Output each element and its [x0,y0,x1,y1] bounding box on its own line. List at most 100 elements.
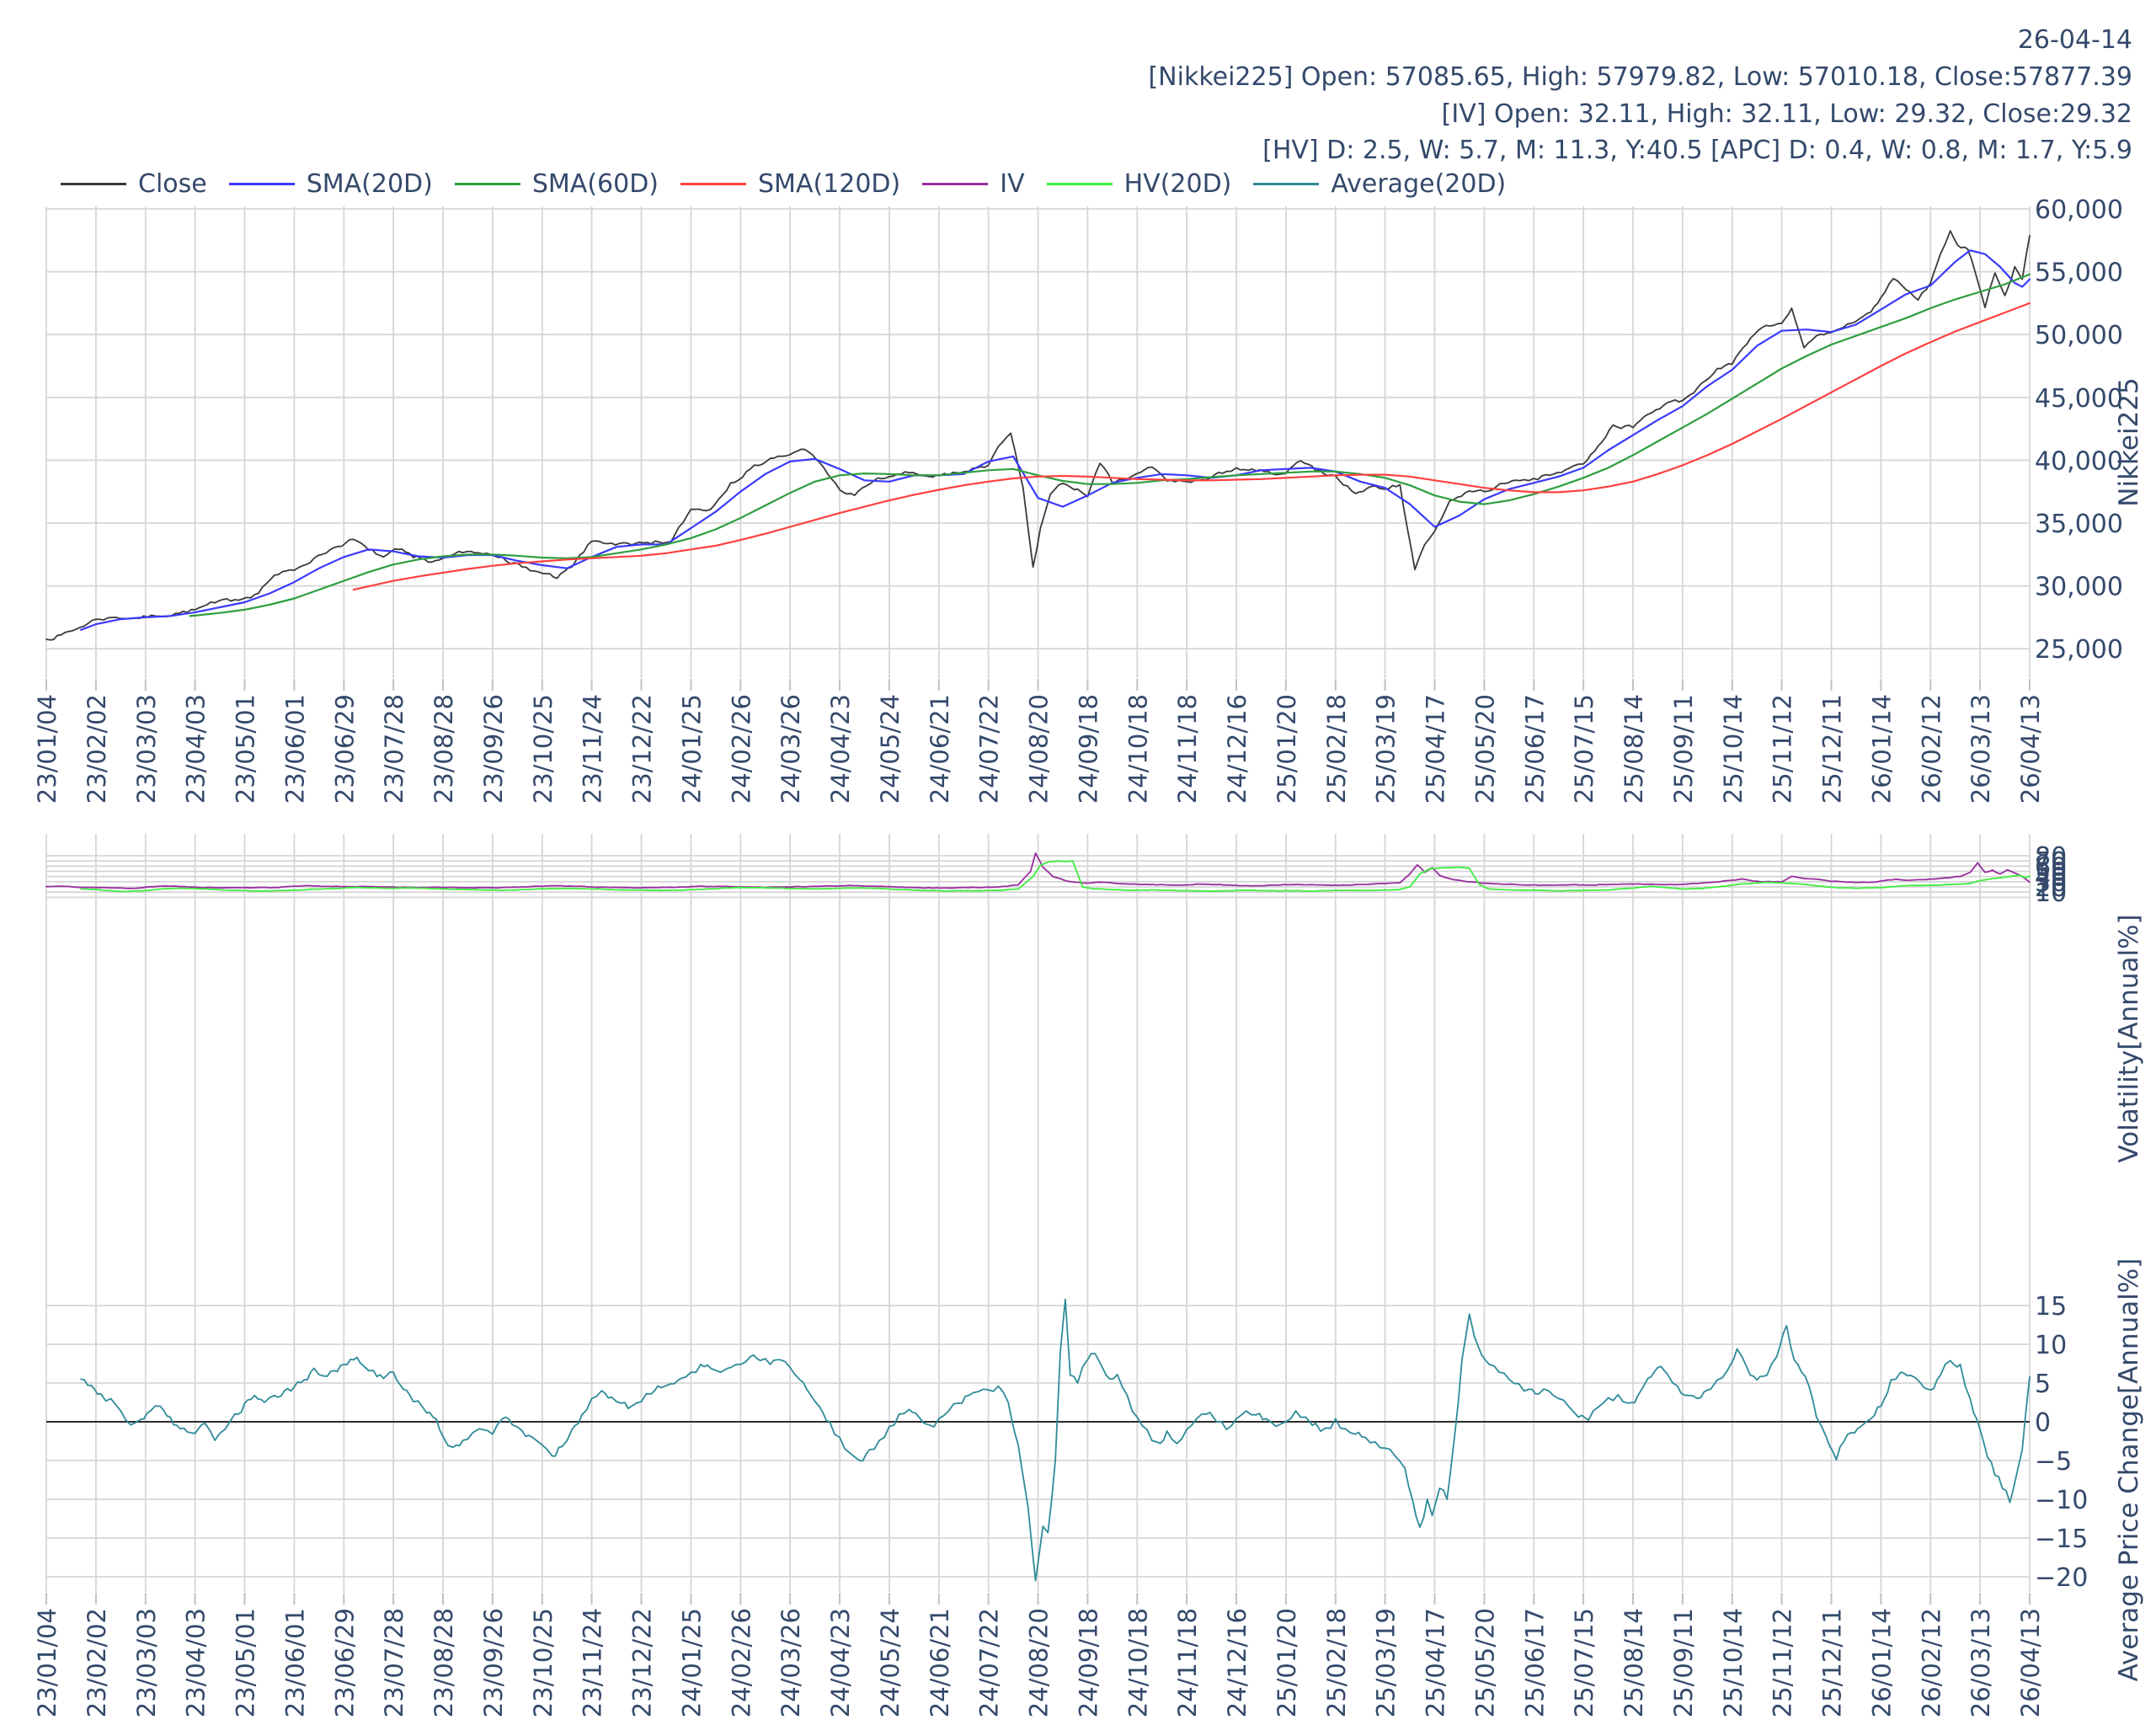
series-hv-20d- [80,860,2031,893]
legend-item-iv: IV [922,169,1025,199]
x-tick-label: 25/11/12 [1769,694,1797,804]
x-tick-label: 26/02/12 [1917,1608,1945,1717]
x-tick-label: 25/06/17 [1520,1608,1549,1717]
x-tick-label: 25/02/18 [1322,694,1351,804]
x-tick-label: 23/08/28 [430,694,458,804]
y-tick-label: 10 [2035,1331,2067,1360]
x-tick-label: 24/02/26 [727,694,755,804]
x-tick-label: 23/03/03 [132,694,161,804]
close-line-swatch [61,183,126,185]
y-tick-label: 20 [2035,873,2067,903]
y-tick-label: 35,000 [2035,510,2123,539]
x-tick-label: 25/07/15 [1570,694,1598,804]
x-tick-label: 23/09/26 [479,1608,508,1717]
x-tick-label: 26/04/13 [2016,1608,2045,1717]
x-tick-label: 23/11/24 [579,1608,607,1717]
series-sma-20d- [80,249,2031,631]
y-tick-label: −5 [2035,1447,2072,1477]
iv-line-swatch [922,183,989,185]
x-tick-label: 23/10/25 [529,694,558,804]
legend-item-average20: Average(20D) [1253,169,1506,199]
x-tick-label: 24/10/18 [1123,694,1152,804]
x-tick-label: 25/04/17 [1422,694,1450,804]
legend-label: SMA(20D) [306,169,433,199]
x-tick-label: 23/09/26 [479,694,508,804]
x-tick-label: 24/01/25 [677,1608,706,1717]
x-tick-label: 24/08/20 [1025,1608,1054,1717]
x-tick-label: 23/05/01 [232,694,260,804]
x-tick-label: 25/05/20 [1470,1608,1499,1717]
series-close [45,230,2031,641]
x-tick-label: 23/04/03 [182,694,211,804]
x-tick-label: 24/02/26 [727,1608,755,1717]
legend-label: SMA(120D) [758,169,901,199]
x-tick-label: 24/07/22 [975,694,1004,804]
y-tick-label: 5 [2035,1370,2051,1399]
header-nikkei-ohlc: [Nikkei225] Open: 57085.65, High: 57979.… [1148,62,2132,92]
x-tick-label: 24/09/18 [1074,694,1102,804]
x-tick-label: 23/11/24 [579,694,607,804]
y-tick-label: 50 [2035,858,2067,888]
x-tick-label: 24/04/23 [826,694,855,804]
legend-item-hv20: HV(20D) [1046,169,1232,199]
x-tick-label: 23/10/25 [529,1608,558,1717]
y-tick-label: 30 [2035,868,2067,898]
x-tick-label: 25/11/12 [1769,1608,1797,1717]
x-tick-label: 23/06/29 [330,1608,359,1717]
x-tick-label: 23/07/28 [380,1608,408,1717]
y-tick-label: 80 [2035,842,2067,872]
x-tick-label: 24/06/21 [926,1608,954,1717]
legend-label: Average(20D) [1331,169,1507,199]
x-tick-label: 24/05/24 [876,694,905,804]
legend-item-sma120: SMA(120D) [680,169,900,199]
x-tick-label: 25/06/17 [1520,694,1549,804]
y-tick-label: 50,000 [2035,321,2123,350]
x-tick-label: 24/06/21 [926,694,954,804]
y-tick-label: 40 [2035,863,2067,893]
series-iv [45,852,2031,889]
header-date: 26-04-14 [2017,25,2132,55]
x-tick-label: 25/10/14 [1719,1608,1748,1717]
x-tick-label: 24/11/18 [1173,694,1202,804]
header-iv-ohlc: [IV] Open: 32.11, High: 32.11, Low: 29.3… [1441,99,2132,129]
x-tick-label: 25/12/11 [1818,694,1847,804]
x-tick-label: 24/09/18 [1074,1608,1102,1717]
legend-label: SMA(60D) [531,169,659,199]
legend-label: Close [138,169,207,199]
x-tick-label: 23/12/22 [628,1608,657,1717]
x-tick-label: 25/10/14 [1719,694,1748,804]
x-tick-label: 26/01/14 [1867,1608,1896,1717]
x-tick-label: 26/03/13 [1967,1608,1995,1717]
x-tick-label: 23/02/02 [83,1608,111,1717]
x-tick-label: 24/04/23 [826,1608,855,1717]
x-tick-label: 23/02/02 [83,694,111,804]
y-tick-label: 30,000 [2035,573,2123,602]
y-axis-title: Average Price Change[Annual%] [2114,1258,2144,1682]
x-tick-label: 26/04/13 [2016,694,2045,804]
x-tick-label: 23/04/03 [182,1608,211,1717]
legend-item-sma60: SMA(60D) [454,169,659,199]
y-tick-label: −10 [2035,1486,2088,1515]
x-tick-label: 25/08/14 [1620,694,1648,804]
x-tick-label: 24/03/26 [776,694,805,804]
x-tick-label: 24/11/18 [1173,1608,1202,1717]
x-tick-label: 23/08/28 [430,1608,458,1717]
x-tick-label: 23/06/01 [280,694,309,804]
x-tick-label: 25/04/17 [1422,1608,1450,1717]
y-tick-label: 15 [2035,1292,2067,1322]
x-tick-label: 25/02/18 [1322,1608,1351,1717]
legend-label: HV(20D) [1123,169,1232,199]
x-tick-label: 23/06/01 [280,1608,309,1717]
sma20-line-swatch [228,183,295,185]
y-tick-label: 40,000 [2035,446,2123,476]
x-tick-label: 23/01/04 [33,694,61,804]
x-tick-label: 23/12/22 [628,694,657,804]
y-tick-label: 70 [2035,847,2067,877]
y-tick-label: −15 [2035,1525,2088,1554]
legend-item-close: Close [61,169,207,199]
x-tick-label: 24/07/22 [975,1608,1004,1717]
x-tick-label: 25/01/20 [1273,694,1301,804]
hv20-line-swatch [1046,183,1113,185]
sma60-line-swatch [454,183,520,185]
